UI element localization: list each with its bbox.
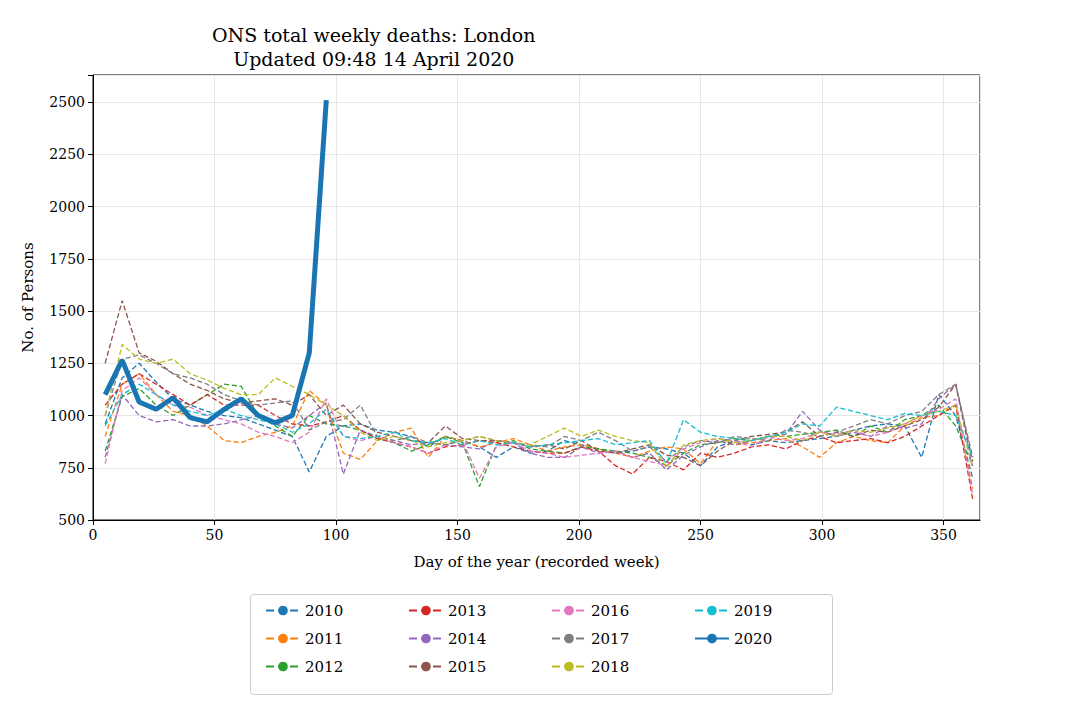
svg-text:2500: 2500 <box>49 94 85 110</box>
svg-text:2018: 2018 <box>591 658 629 676</box>
svg-text:1500: 1500 <box>49 303 85 319</box>
svg-text:2019: 2019 <box>734 602 772 620</box>
svg-text:500: 500 <box>58 512 85 528</box>
svg-text:2014: 2014 <box>448 630 486 648</box>
svg-text:Updated 09:48 14 April 2020: Updated 09:48 14 April 2020 <box>233 48 514 70</box>
svg-text:2020: 2020 <box>734 630 772 648</box>
svg-text:2013: 2013 <box>448 602 486 620</box>
svg-text:350: 350 <box>930 527 957 543</box>
svg-text:2250: 2250 <box>49 146 85 162</box>
svg-text:2011: 2011 <box>305 630 343 648</box>
svg-text:2010: 2010 <box>305 602 343 620</box>
svg-text:2012: 2012 <box>305 658 343 676</box>
svg-text:1250: 1250 <box>49 355 85 371</box>
svg-text:100: 100 <box>323 527 350 543</box>
svg-text:2017: 2017 <box>591 630 629 648</box>
svg-text:0: 0 <box>89 527 98 543</box>
svg-text:200: 200 <box>566 527 593 543</box>
svg-text:ONS total weekly deaths: Londo: ONS total weekly deaths: London <box>212 24 535 46</box>
svg-text:150: 150 <box>444 527 471 543</box>
svg-text:2000: 2000 <box>49 199 85 215</box>
svg-text:Day of the year (recorded week: Day of the year (recorded week) <box>413 553 659 571</box>
svg-text:1000: 1000 <box>49 408 85 424</box>
svg-text:750: 750 <box>58 460 85 476</box>
svg-text:2016: 2016 <box>591 602 629 620</box>
svg-text:1750: 1750 <box>49 251 85 267</box>
svg-text:2015: 2015 <box>448 658 486 676</box>
svg-text:No. of Persons: No. of Persons <box>19 242 37 352</box>
svg-text:50: 50 <box>206 527 224 543</box>
svg-text:250: 250 <box>687 527 714 543</box>
svg-text:300: 300 <box>809 527 836 543</box>
